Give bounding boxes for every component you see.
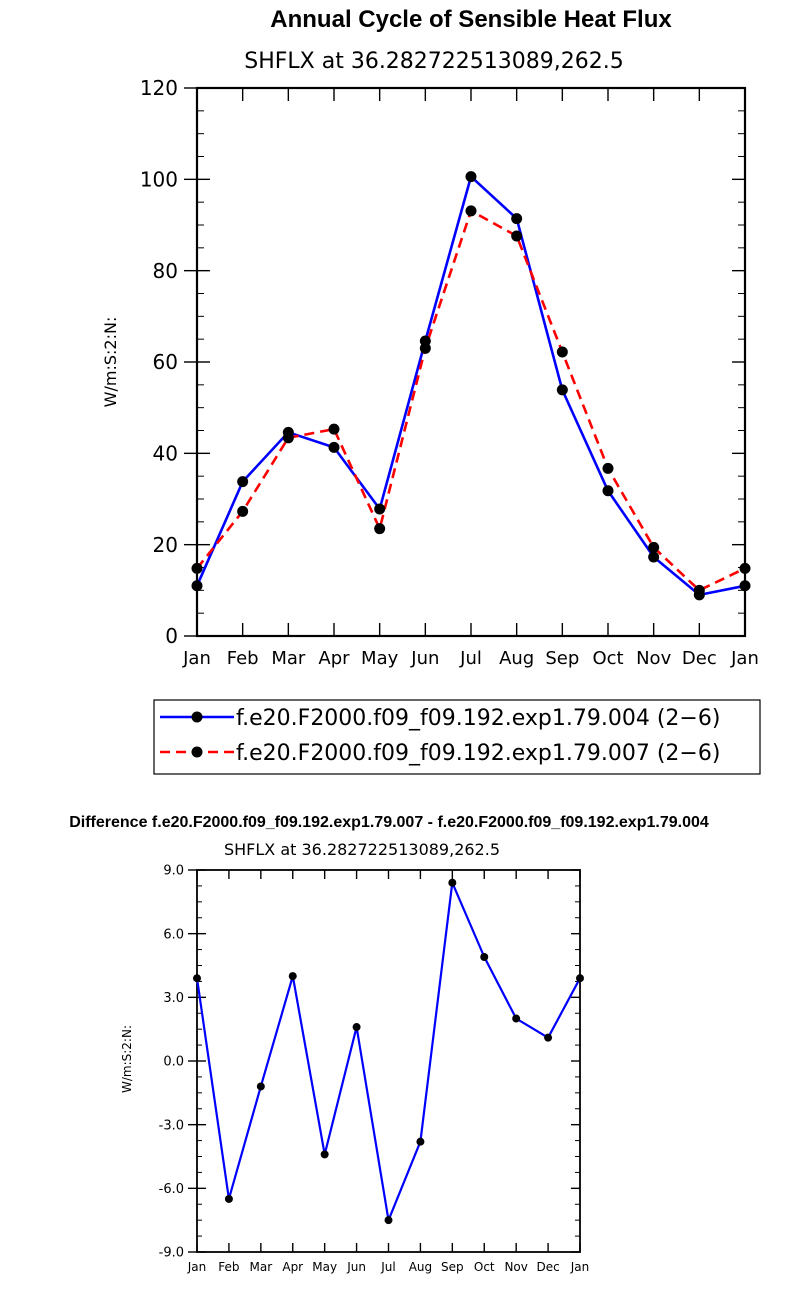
chart2-plot-area: -9.0 -6.0 -3.0 0.0 3.0 6.0 9.0 Jan Feb Mar Apr May J… xyxy=(159,864,590,1274)
chart2-x-tick-label: Jun xyxy=(346,1260,366,1274)
chart1-series-1-point xyxy=(739,580,751,592)
chart2-x-tick-label: Dec xyxy=(536,1260,559,1274)
chart2-x-tick-label: Apr xyxy=(282,1260,303,1274)
chart1-frame xyxy=(195,86,747,638)
chart2-series-1-point xyxy=(320,1150,329,1159)
chart1-series-2-point xyxy=(237,505,249,517)
chart2-x-tick-label: Nov xyxy=(504,1260,527,1274)
chart2-series-1-point xyxy=(193,974,201,983)
chart2-series-1-point xyxy=(448,878,457,887)
chart1-series-1-point xyxy=(511,213,523,225)
chart2-series-1-point xyxy=(224,1194,233,1203)
chart2-y-tick-label: -3.0 xyxy=(159,1118,184,1133)
chart1-x-tick-label: Jan xyxy=(730,648,759,669)
chart1-x-tick-label: Oct xyxy=(592,648,623,669)
chart1-series-2-point xyxy=(374,523,386,535)
chart1-subtitle: SHFLX at 36.282722513089,262.5 xyxy=(244,49,624,74)
chart1-title: Annual Cycle of Sensible Heat Flux xyxy=(270,6,672,33)
chart1-y-tick-label: 20 xyxy=(153,533,178,557)
chart1-x-tick-label: Feb xyxy=(227,648,259,669)
chart1-y-tick-label: 40 xyxy=(153,442,178,466)
chart1-series-line-1 xyxy=(195,175,746,597)
chart2-y-tick-label: 6.0 xyxy=(163,927,184,942)
chart2-series-1-point xyxy=(288,972,297,981)
chart1-series-1-point xyxy=(465,171,477,183)
chart2-series-1-point xyxy=(384,1216,393,1225)
chart1-series-1-point xyxy=(237,476,249,488)
chart1-x-tick-label: Jun xyxy=(410,648,439,669)
chart2-x-tick-label: May xyxy=(312,1260,337,1274)
chart1-y-tick-label: 80 xyxy=(153,259,178,283)
chart2-x-tick-label: Jul xyxy=(380,1260,395,1274)
chart1-x-tick-label: Mar xyxy=(271,648,306,669)
chart1-x-tick-label: Jan xyxy=(182,648,211,669)
chart1-series-2-point xyxy=(191,562,203,574)
chart1-series-2-point xyxy=(282,432,294,444)
chart2-y-tick-label: -9.0 xyxy=(159,1246,184,1261)
chart1-x-tick-label: May xyxy=(361,648,399,669)
chart1-series-2-point xyxy=(693,584,705,596)
chart2-y-tick-label: 0.0 xyxy=(163,1055,184,1070)
chart2-x-tick-label: Jan xyxy=(570,1260,590,1274)
chart1-series-1-point xyxy=(648,551,660,563)
chart2-y-tick-label: 3.0 xyxy=(163,991,184,1006)
chart2-x-tick-label: Mar xyxy=(250,1260,273,1274)
chart1-series-1-point xyxy=(556,384,568,396)
chart2-x-tick-label: Aug xyxy=(409,1260,432,1274)
chart1-series-1-point xyxy=(602,485,614,497)
legend-marker-2 xyxy=(191,746,203,758)
chart2-series-1-point xyxy=(416,1137,425,1146)
chart1-y-tick-label: 120 xyxy=(140,76,178,100)
chart2-series-1-point xyxy=(544,1033,553,1042)
chart1-x-tick-label: Dec xyxy=(682,648,717,669)
chart2-series-line-1 xyxy=(195,881,581,1222)
chart2-title: Difference f.e20.F2000.f09_f09.192.exp1.… xyxy=(69,814,709,831)
chart2-series-1-point xyxy=(480,953,489,962)
chart1-series-1-point xyxy=(374,503,386,515)
chart2-series-1-point xyxy=(256,1082,265,1091)
chart1-series-2-point xyxy=(739,562,751,574)
chart1-legend: f.e20.F2000.f09_f09.192.exp1.79.004 (2−6… xyxy=(160,706,720,766)
chart1-series-1-point xyxy=(328,441,340,453)
chart1-series-2-point xyxy=(602,462,614,474)
chart1-x-tick-label: Aug xyxy=(499,648,534,669)
chart1-y-tick-label: 0 xyxy=(165,624,178,648)
chart2-y-tick-label: -6.0 xyxy=(159,1182,184,1197)
legend-label-1: f.e20.F2000.f09_f09.192.exp1.79.004 (2−6… xyxy=(236,706,720,731)
legend-marker-1 xyxy=(191,711,203,723)
chart1-x-tick-label: Apr xyxy=(318,648,350,669)
chart1-series-2-point xyxy=(419,342,431,354)
chart2-series-1-point xyxy=(512,1014,521,1023)
chart2-y-axis-label: W/m:S:2:N: xyxy=(120,1025,134,1093)
chart2-x-tick-label: Jan xyxy=(187,1260,207,1274)
chart2-x-tick-label: Sep xyxy=(441,1260,464,1274)
chart1-series-line-2 xyxy=(195,209,746,592)
chart1-y-tick-label: 60 xyxy=(153,350,178,374)
chart1-y-tick-label: 100 xyxy=(140,168,178,192)
chart1-series-2-point xyxy=(556,346,568,358)
chart2-y-tick-label: 9.0 xyxy=(163,864,184,879)
chart2-series-1-point xyxy=(352,1023,361,1032)
chart2-x-tick-label: Feb xyxy=(218,1260,239,1274)
chart1-legend-box xyxy=(153,699,761,775)
chart2-x-tick-label: Oct xyxy=(474,1260,495,1274)
chart1-plot-area: 0 20 40 60 80 100 120 Jan Feb Mar Apr May Jun Jul Aug S… xyxy=(140,76,759,669)
chart1-series-2-point xyxy=(465,205,477,217)
chart1-series-2-point xyxy=(648,541,660,553)
legend-label-2: f.e20.F2000.f09_f09.192.exp1.79.007 (2−6… xyxy=(236,741,720,766)
chart1-series-1-point xyxy=(191,580,203,592)
chart2-subtitle: SHFLX at 36.282722513089,262.5 xyxy=(224,840,500,859)
chart1-series-2-point xyxy=(328,423,340,435)
chart1-x-tick-label: Jul xyxy=(459,648,482,669)
chart2-series-1-point xyxy=(576,974,584,983)
chart1-x-tick-label: Nov xyxy=(636,648,671,669)
chart2-frame xyxy=(196,869,581,1253)
chart1-y-axis-label: W/m:S:2:N: xyxy=(101,317,120,408)
chart1-x-tick-label: Sep xyxy=(545,648,579,669)
chart1-series-2-point xyxy=(511,230,523,242)
